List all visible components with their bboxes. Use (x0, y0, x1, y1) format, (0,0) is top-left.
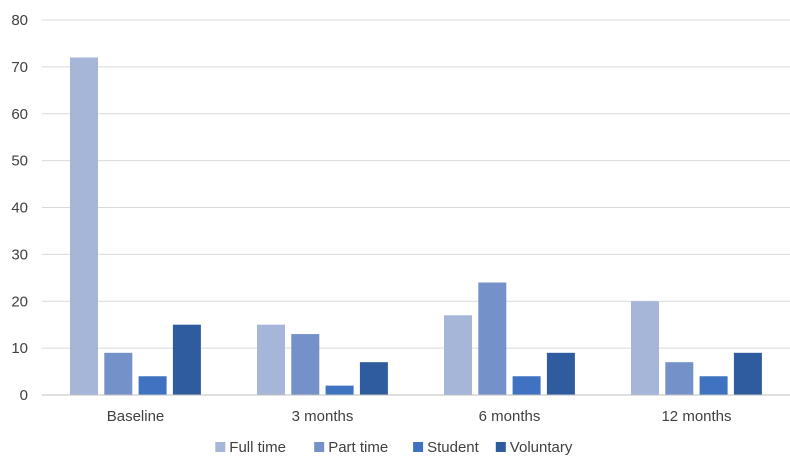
bar-6-months-student (512, 376, 541, 395)
legend-item-voluntary: Voluntary (495, 439, 573, 456)
x-axis: Baseline 3 months 6 months 12 months (42, 394, 790, 425)
bar-12-months-student (699, 376, 728, 395)
legend-swatch-student (413, 442, 424, 452)
legend-swatch-part-time (314, 442, 325, 452)
bar-12-months-full-time (631, 301, 659, 395)
x-tick-label-baseline: Baseline (107, 408, 165, 425)
legend-item-part-time: Part time (314, 439, 388, 456)
legend-item-full-time: Full time (215, 439, 286, 456)
y-tick-label-0: 0 (20, 387, 28, 404)
bar-12-months-voluntary (733, 352, 762, 395)
x-tick-label-3-months: 3 months (292, 408, 354, 425)
bar-6-months-full-time (444, 315, 472, 395)
y-axis-tick-labels: 0 10 20 30 40 50 60 70 80 (11, 12, 28, 404)
legend-swatch-voluntary (495, 442, 506, 452)
bar-12-months-part-time (665, 362, 694, 395)
legend-item-student: Student (413, 439, 480, 456)
legend-label-student: Student (427, 439, 480, 456)
bar-3-months-voluntary (359, 362, 388, 395)
grid-lines (42, 19, 790, 349)
bar-3-months-full-time (257, 324, 285, 395)
bar-baseline-student (138, 376, 167, 395)
bar-3-months-part-time (291, 334, 320, 395)
legend-label-voluntary: Voluntary (510, 439, 573, 456)
y-tick-label-70: 70 (11, 59, 28, 76)
bar-baseline-full-time (70, 57, 98, 395)
bars (70, 57, 762, 395)
y-tick-label-20: 20 (11, 293, 28, 310)
bar-6-months-part-time (478, 282, 507, 395)
y-tick-label-30: 30 (11, 246, 28, 263)
legend-swatch-full-time (215, 442, 226, 452)
y-tick-label-60: 60 (11, 106, 28, 123)
legend-label-part-time: Part time (328, 439, 388, 456)
x-tick-label-12-months: 12 months (661, 408, 731, 425)
x-tick-label-6-months: 6 months (479, 408, 541, 425)
y-tick-label-80: 80 (11, 12, 28, 29)
legend: Full time Part time Student Voluntary (215, 439, 573, 456)
y-tick-label-10: 10 (11, 340, 28, 357)
bar-3-months-student (325, 385, 354, 395)
legend-label-full-time: Full time (229, 439, 286, 456)
bar-6-months-voluntary (546, 352, 575, 395)
y-tick-label-50: 50 (11, 153, 28, 170)
bar-baseline-part-time (104, 352, 133, 395)
y-tick-label-40: 40 (11, 200, 28, 217)
bar-baseline-voluntary (172, 324, 201, 395)
